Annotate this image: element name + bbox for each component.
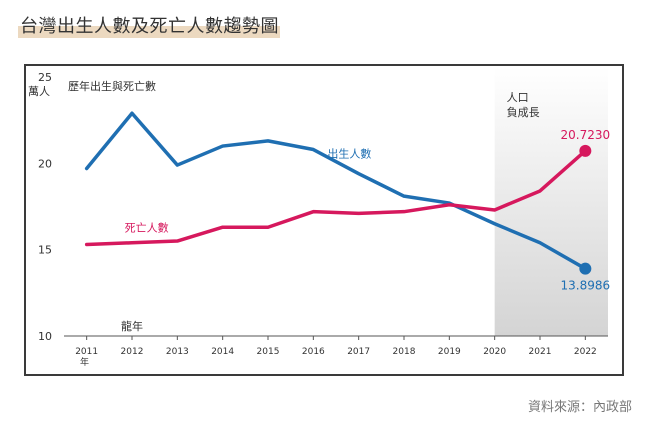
series-group: 出生人數 13.8986 死亡人數 20.7230	[84, 111, 611, 293]
x-axis-ticks: 2011 2012 2013 2014 2015 2016 2017 2018 2019 2020…	[75, 336, 597, 357]
x-tick-label: 2013	[166, 347, 189, 357]
title-block: 台灣出生人數及死亡人數趨勢圖	[18, 12, 280, 38]
y-axis-unit: 萬人	[28, 85, 50, 98]
x-tick-label: 2019	[438, 347, 461, 357]
x-tick-label: 2022	[574, 347, 597, 357]
x-tick-label: 2020	[483, 347, 506, 357]
series-endpoint	[579, 262, 592, 275]
y-tick-label: 25	[38, 71, 52, 84]
x-axis-year-label: 年	[80, 356, 89, 368]
dragon-year-label: 龍年	[121, 319, 143, 333]
chart-title: 歷年出生與死亡數	[68, 79, 156, 93]
x-tick-label: 2021	[529, 347, 552, 357]
x-tick-label: 2015	[257, 347, 280, 357]
annotation-label-line1: 人口	[507, 91, 529, 104]
series-endpoint	[579, 144, 592, 157]
series-name-label: 出生人數	[327, 147, 371, 161]
series-name-label: 死亡人數	[125, 220, 169, 234]
page-title: 台灣出生人數及死亡人數趨勢圖	[20, 16, 279, 37]
x-tick-label: 2014	[211, 347, 234, 357]
y-axis-ticks: 10 15 20 25	[38, 71, 52, 343]
x-tick-label: 2016	[302, 347, 325, 357]
x-tick-label: 2012	[121, 347, 144, 357]
source-note: 資料來源：內政部	[527, 400, 632, 415]
series-end-value-label: 20.7230	[561, 128, 611, 142]
y-tick-label: 10	[38, 330, 52, 343]
annotation-label-line2: 負成長	[507, 106, 540, 119]
series-line	[84, 111, 588, 271]
x-tick-label: 2011	[75, 347, 98, 357]
x-tick-label: 2018	[393, 347, 416, 357]
y-tick-label: 15	[38, 244, 52, 257]
x-tick-label: 2017	[347, 347, 370, 357]
series-line	[84, 149, 588, 247]
y-tick-label: 20	[38, 157, 52, 170]
series-end-value-label: 13.8986	[561, 279, 611, 293]
title-highlight	[18, 26, 280, 38]
